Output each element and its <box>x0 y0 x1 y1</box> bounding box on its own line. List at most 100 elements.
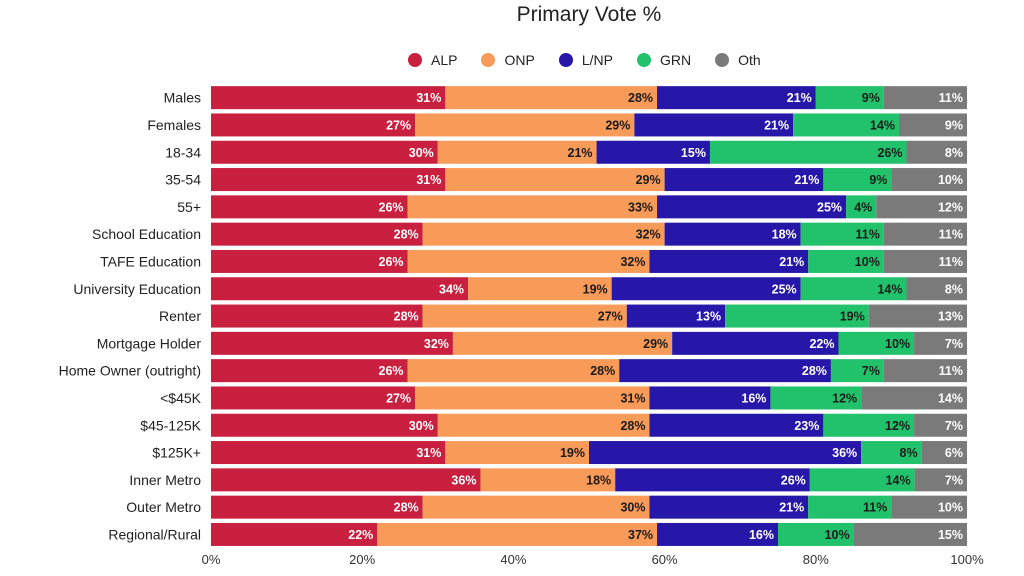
data-label: 12% <box>832 391 857 405</box>
category-label: 35-54 <box>165 172 201 188</box>
x-tick-label: 80% <box>803 552 829 567</box>
bar-segment-onp <box>445 86 658 110</box>
data-label: 15% <box>681 146 706 160</box>
bar-segment-l-np <box>589 441 862 465</box>
bar-segment-alp <box>211 359 408 383</box>
bar-segment-alp <box>211 386 416 410</box>
data-label: 13% <box>696 310 721 324</box>
legend-label: L/NP <box>581 52 613 68</box>
legend-swatch <box>636 53 651 67</box>
bar-segment-l-np <box>649 413 824 437</box>
data-label: 14% <box>870 118 895 132</box>
legend-item-alp: ALP <box>408 52 457 68</box>
data-label: 7% <box>945 473 963 487</box>
data-label: 19% <box>583 282 608 296</box>
data-label: 36% <box>832 446 857 460</box>
data-label: 18% <box>586 473 611 487</box>
data-label: 11% <box>863 501 887 515</box>
category-label: TAFE Education <box>100 253 201 269</box>
category-label: <$45K <box>160 390 202 406</box>
category-label: $125K+ <box>152 445 201 461</box>
bar-segment-alp <box>211 86 446 110</box>
data-label: 14% <box>938 391 963 405</box>
legend-swatch <box>481 53 496 67</box>
data-label: 26% <box>379 255 404 269</box>
bar-segment-onp <box>407 249 650 273</box>
data-label: 16% <box>741 391 766 405</box>
chart-legend: ALP ONP L/NP GRN Oth <box>408 50 785 70</box>
chart-title-wrap: Primary Vote % <box>0 3 1024 27</box>
data-label: 7% <box>945 419 963 433</box>
category-label: University Education <box>73 281 201 297</box>
category-label: Outer Metro <box>126 499 201 515</box>
bar-segment-grn <box>770 386 862 410</box>
legend-item-grn: GRN <box>636 52 692 68</box>
bar-segment-grn <box>815 86 884 110</box>
category-label: Females <box>147 117 201 133</box>
category-label: $45-125K <box>140 417 201 433</box>
data-label: 27% <box>386 118 411 132</box>
data-label: 9% <box>869 173 887 187</box>
bar-segment-oth <box>921 441 967 465</box>
category-label: School Education <box>92 226 201 242</box>
bar-segment-alp <box>211 495 423 519</box>
bar-segment-l-np <box>649 386 771 410</box>
data-label: 21% <box>794 173 819 187</box>
data-label: 19% <box>840 310 865 324</box>
data-label: 31% <box>416 173 441 187</box>
bar-segment-alp <box>211 277 469 301</box>
chart-title: Primary Vote % <box>516 3 662 26</box>
data-label: 21% <box>779 255 804 269</box>
bar-segment-onp <box>415 386 650 410</box>
data-label: 26% <box>379 200 404 214</box>
x-tick-label: 20% <box>349 552 375 567</box>
category-label: Inner Metro <box>129 472 201 488</box>
legend-swatch <box>558 53 573 67</box>
legend-item-oth: Oth <box>715 52 761 68</box>
data-label: 30% <box>409 146 434 160</box>
data-label: 21% <box>779 501 804 515</box>
data-label: 4% <box>854 200 872 214</box>
data-label: 22% <box>809 337 834 351</box>
data-label: 21% <box>787 91 812 105</box>
data-label: 25% <box>772 282 797 296</box>
bar-segment-oth <box>868 304 967 328</box>
legend-label: ALP <box>431 52 458 68</box>
legend-label: GRN <box>659 52 692 68</box>
data-label: 9% <box>862 91 880 105</box>
bar-segment-onp <box>452 331 673 355</box>
data-label: 7% <box>945 337 963 351</box>
data-label: 10% <box>885 337 910 351</box>
data-label: 16% <box>749 528 774 542</box>
data-label: 14% <box>886 473 911 487</box>
bar-segment-oth <box>898 113 967 137</box>
data-label: 8% <box>900 446 918 460</box>
data-label: 28% <box>394 310 419 324</box>
bar-segment-alp <box>211 413 438 437</box>
bar-segment-oth <box>914 331 967 355</box>
bar-segment-l-np <box>657 522 778 546</box>
bar-segment-alp <box>211 441 446 465</box>
data-label: 31% <box>416 91 441 105</box>
data-label: 37% <box>628 528 653 542</box>
bar-segment-onp <box>407 195 658 219</box>
data-label: 6% <box>945 446 963 460</box>
data-label: 34% <box>439 282 464 296</box>
bar-segment-oth <box>906 277 967 301</box>
data-label: 10% <box>938 173 963 187</box>
data-label: 12% <box>938 200 963 214</box>
bar-segment-l-np <box>672 331 839 355</box>
data-label: 21% <box>764 118 789 132</box>
data-label: 14% <box>877 282 902 296</box>
category-label: Mortgage Holder <box>97 335 202 351</box>
data-label: 11% <box>939 91 963 105</box>
x-tick-label: 60% <box>652 552 678 567</box>
bar-segment-oth <box>906 140 967 164</box>
data-label: 26% <box>379 364 404 378</box>
bar-segment-alp <box>211 140 438 164</box>
data-label: 28% <box>620 419 645 433</box>
x-tick-label: 100% <box>950 552 984 567</box>
bar-segment-oth <box>891 495 967 519</box>
bar-segment-grn <box>709 140 907 164</box>
bar-segment-alp <box>211 522 378 546</box>
